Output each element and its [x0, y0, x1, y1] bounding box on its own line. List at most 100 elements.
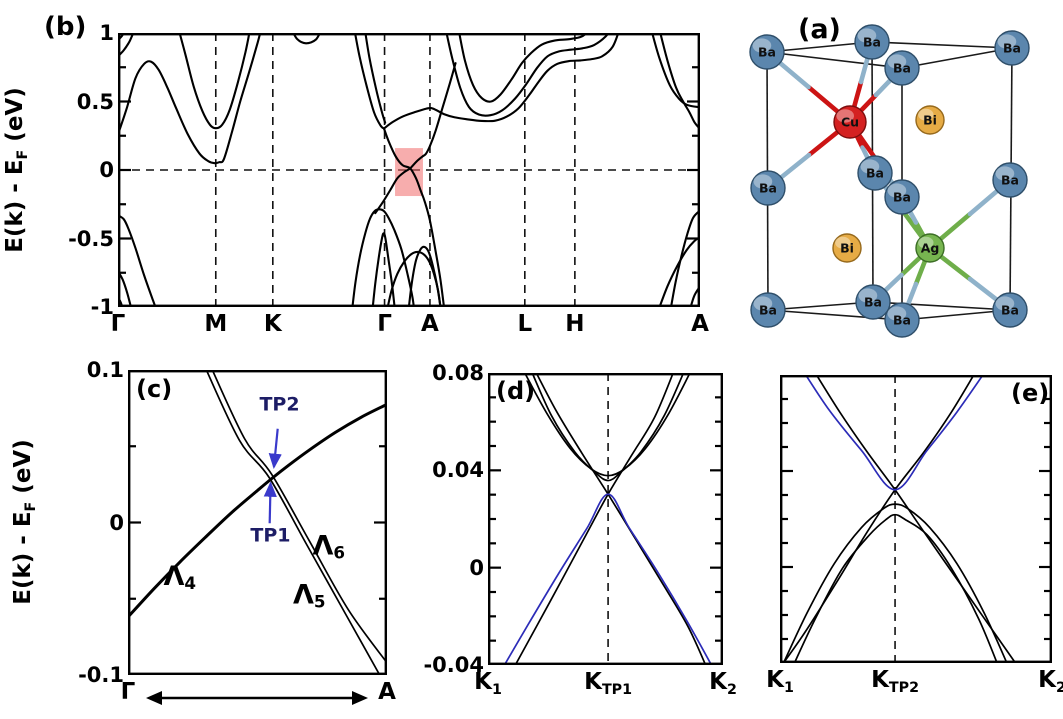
band-curve-v-outer: [523, 373, 691, 477]
crystal-structure-drawing: Ba Ba Ba Ba Ba Ba Ba Ba Ba Bi Cu Ag Bi Ba Ba Ba: [749, 24, 1030, 338]
unit-cell-edge: [872, 301, 1011, 311]
x-tick-label-b: Γ: [377, 311, 392, 337]
svg-text:Λ6: Λ6: [312, 531, 345, 563]
x-tick-label-c: A: [378, 679, 396, 705]
band-curve-cond-gamma-hump: [118, 33, 262, 165]
panel-letter-a: (a): [798, 14, 841, 45]
y-tick-label-c: -0.1: [78, 663, 124, 687]
band-curve-val-left-a: [118, 214, 157, 307]
band-curve-cond-M-valley: [178, 33, 251, 130]
y-tick-label-b: -0.5: [68, 226, 114, 251]
unit-cell-edge: [901, 47, 1013, 69]
band-curve-val-arc: [386, 250, 442, 307]
svg-text:Ba: Ba: [1001, 303, 1019, 318]
x-tick-label-b: H: [565, 311, 585, 337]
y-tick-label-d: -0.04: [423, 653, 484, 677]
svg-text:Ba: Ba: [863, 35, 881, 50]
band-curve-cond-right-b: [659, 33, 700, 130]
x-tick-label-e: KTP2: [871, 667, 920, 696]
plot-frame: [780, 375, 1052, 663]
svg-text:Cu: Cu: [841, 115, 859, 130]
annotation-arrow-TP1: [263, 481, 277, 524]
plot-frame: [118, 33, 700, 307]
band-plot-d: [488, 373, 723, 665]
svg-text:Bi: Bi: [923, 113, 937, 128]
atom-Bi: Bi: [915, 105, 945, 135]
svg-text:Ba: Ba: [758, 45, 776, 60]
band-curve-val-right-b: [669, 209, 700, 307]
x-tick-label-e: K1: [766, 667, 794, 696]
atom-Ba: Ba: [992, 292, 1028, 328]
y-tick-label-b: 1: [99, 21, 114, 45]
x-tick-label-d: K1: [474, 669, 502, 698]
x-tick-label-d: K2: [709, 669, 737, 698]
y-tick-label-c: 0: [109, 510, 124, 535]
svg-text:TP2: TP2: [259, 393, 299, 415]
panel-letter-c: (c): [136, 375, 173, 403]
svg-text:Ba: Ba: [893, 190, 911, 205]
atom-Ba: Ba: [857, 155, 893, 191]
band-curve-cond-flat-valley-1: [382, 33, 620, 130]
svg-text:Ba: Ba: [1001, 173, 1019, 188]
atom-Ba: Ba: [855, 284, 891, 320]
band-curve-cond-valley-2: [445, 33, 610, 117]
atom-Ba: Ba: [750, 292, 786, 328]
plot-frame: [488, 373, 723, 665]
x-tick-label-b: A: [691, 311, 709, 337]
band-curve-cond-right-a: [651, 33, 700, 109]
y-tick-label-b: -1: [90, 295, 114, 319]
x-tick-label-d: KTP1: [584, 669, 633, 698]
svg-text:Λ4: Λ4: [164, 561, 197, 593]
atom-Ag: Ag: [915, 233, 945, 263]
x-tick-label-b: Γ: [110, 311, 126, 337]
atom-Ba: Ba: [992, 162, 1028, 198]
band-curve-lambda5: [205, 370, 381, 675]
svg-text:Ba: Ba: [893, 313, 911, 328]
y-tick-label-d: 0.08: [432, 361, 484, 385]
x-tick-label-b: L: [517, 311, 533, 337]
band-curve-cond-gamma2-desc-a: [353, 33, 386, 130]
y-tick-label-b: 0: [99, 158, 114, 182]
band-curve-band-cross-asc: [374, 62, 457, 215]
svg-text:Bi: Bi: [840, 241, 854, 256]
atom-Ba: Ba: [749, 34, 785, 70]
band-curve-through-2: [514, 373, 675, 665]
annotation-arrow-TP2: [268, 428, 282, 470]
band-curve-through-2: [782, 375, 975, 663]
unit-cell-edge: [871, 41, 1013, 49]
atom-Cu: Cu: [833, 105, 867, 139]
x-tick-label-c: Γ: [120, 679, 136, 705]
x-tick-label-b: A: [421, 311, 439, 337]
svg-text:Ba: Ba: [759, 303, 777, 318]
svg-text:Ba: Ba: [1003, 41, 1021, 56]
band-curve-cond-top-dip: [292, 33, 322, 45]
band-curve-v-inner: [531, 373, 685, 482]
panel-letter-e: (e): [1011, 379, 1050, 407]
atom-Ba: Ba: [854, 24, 890, 60]
x-tick-label-b: K: [263, 311, 282, 337]
y-tick-label-c: 0.1: [86, 358, 124, 382]
atom-Ba: Ba: [884, 50, 920, 86]
gamma-A-range-arrow: [146, 691, 368, 705]
atom-Ba: Ba: [994, 30, 1030, 66]
band-crossing-highlight: [395, 148, 423, 197]
band-curve-through-1: [535, 373, 707, 665]
band-curve-band-cross-desc: [382, 127, 446, 307]
unit-cell-edge: [901, 309, 1011, 321]
band-curve-cond-gamma2-desc-b: [364, 33, 387, 124]
plot-frame: [128, 370, 387, 675]
band-plot-b: [118, 33, 700, 307]
band-plot-e: [780, 375, 1052, 663]
band-curve-val-gamma2-peak: [371, 232, 396, 307]
y-axis-label-b: E(k) - EF (eV): [2, 87, 31, 253]
band-curve-cond-valley-3: [458, 33, 589, 103]
atom-Ba: Ba: [750, 170, 786, 206]
svg-text:Ba: Ba: [759, 181, 777, 196]
svg-text:Ba: Ba: [864, 295, 882, 310]
band-curve-blue-band: [804, 375, 984, 491]
band-curve-lambda6: [211, 370, 387, 664]
atom-Ba: Ba: [884, 302, 920, 338]
unit-cell-edge: [766, 51, 903, 69]
y-axis-label-c: E(k) - EF (eV): [10, 439, 39, 605]
